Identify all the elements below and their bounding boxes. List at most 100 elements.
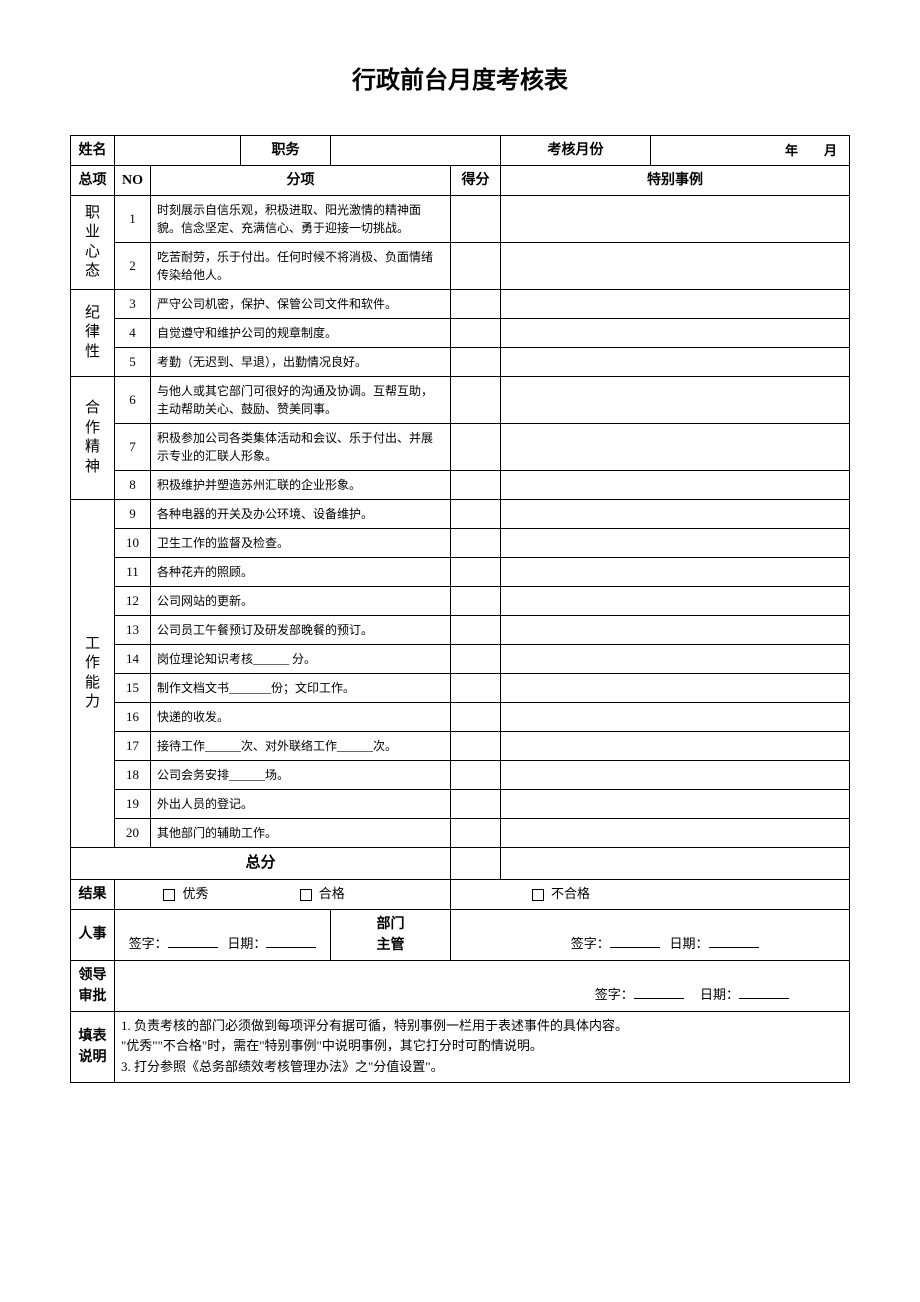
pass-text: 合格	[319, 886, 345, 901]
notes-line-2: "优秀""不合格"时，需在"特别事例"中说明事例，其它打分时可酌情说明。	[121, 1036, 843, 1057]
table-row: 纪律性 3 严守公司机密，保护、保管公司文件和软件。	[71, 290, 850, 319]
case-cell[interactable]	[501, 290, 850, 319]
score-cell[interactable]	[451, 645, 501, 674]
year-month-cell[interactable]: 年 月	[651, 136, 850, 166]
no-cell: 18	[115, 761, 151, 790]
total-case[interactable]	[501, 848, 850, 880]
case-cell[interactable]	[501, 319, 850, 348]
score-cell[interactable]	[451, 348, 501, 377]
leader-row: 领导审批 签字： 日期：	[71, 960, 850, 1011]
header-row-2: 总项 NO 分项 得分 特别事例	[71, 166, 850, 196]
hr-label: 人事	[71, 909, 115, 960]
desc-cell: 积极参加公司各类集体活动和会议、乐于付出、并展示专业的汇联人形象。	[151, 424, 451, 471]
total-label: 总分	[71, 848, 451, 880]
case-cell[interactable]	[501, 500, 850, 529]
table-row: 20 其他部门的辅助工作。	[71, 819, 850, 848]
checkbox-fail-icon[interactable]	[532, 889, 544, 901]
no-cell: 6	[115, 377, 151, 424]
no-cell: 13	[115, 616, 151, 645]
score-cell[interactable]	[451, 319, 501, 348]
case-cell[interactable]	[501, 348, 850, 377]
table-row: 7 积极参加公司各类集体活动和会议、乐于付出、并展示专业的汇联人形象。	[71, 424, 850, 471]
table-row: 19 外出人员的登记。	[71, 790, 850, 819]
score-cell[interactable]	[451, 674, 501, 703]
no-cell: 11	[115, 558, 151, 587]
table-row: 8 积极维护并塑造苏州汇联的企业形象。	[71, 471, 850, 500]
score-cell[interactable]	[451, 703, 501, 732]
desc-cell: 其他部门的辅助工作。	[151, 819, 451, 848]
section-label-0: 职业心态	[71, 196, 115, 290]
score-cell[interactable]	[451, 558, 501, 587]
result-row: 结果 优秀 合格 不合格	[71, 879, 850, 909]
case-cell[interactable]	[501, 587, 850, 616]
notes-content: 1. 负责考核的部门必须做到每项评分有据可循，特别事例一栏用于表述事件的具体内容…	[115, 1011, 850, 1082]
dept-sign-cell[interactable]: 签字： 日期：	[451, 909, 850, 960]
score-cell[interactable]	[451, 790, 501, 819]
score-cell[interactable]	[451, 243, 501, 290]
no-cell: 10	[115, 529, 151, 558]
score-cell[interactable]	[451, 471, 501, 500]
checkbox-excellent-icon[interactable]	[163, 889, 175, 901]
case-cell[interactable]	[501, 424, 850, 471]
no-cell: 15	[115, 674, 151, 703]
total-score[interactable]	[451, 848, 501, 880]
case-cell[interactable]	[501, 819, 850, 848]
case-cell[interactable]	[501, 732, 850, 761]
no-header: NO	[115, 166, 151, 196]
case-cell[interactable]	[501, 703, 850, 732]
score-cell[interactable]	[451, 616, 501, 645]
desc-cell: 卫生工作的监督及检查。	[151, 529, 451, 558]
desc-cell: 自觉遵守和维护公司的规章制度。	[151, 319, 451, 348]
case-cell[interactable]	[501, 471, 850, 500]
score-cell[interactable]	[451, 819, 501, 848]
name-value[interactable]	[115, 136, 241, 166]
sign-text: 签字：	[129, 936, 168, 951]
desc-cell: 外出人员的登记。	[151, 790, 451, 819]
case-cell[interactable]	[501, 761, 850, 790]
leader-sign-cell[interactable]: 签字： 日期：	[115, 960, 850, 1011]
section-label-3: 工作能力	[71, 500, 115, 848]
no-cell: 14	[115, 645, 151, 674]
leader-label: 领导审批	[71, 960, 115, 1011]
case-cell[interactable]	[501, 645, 850, 674]
hr-sign-cell[interactable]: 签字： 日期：	[115, 909, 331, 960]
score-cell[interactable]	[451, 529, 501, 558]
desc-cell: 岗位理论知识考核______ 分。	[151, 645, 451, 674]
result-right[interactable]: 不合格	[451, 879, 850, 909]
case-cell[interactable]	[501, 790, 850, 819]
score-cell[interactable]	[451, 732, 501, 761]
case-cell[interactable]	[501, 558, 850, 587]
case-cell[interactable]	[501, 529, 850, 558]
score-cell[interactable]	[451, 196, 501, 243]
case-cell[interactable]	[501, 377, 850, 424]
desc-cell: 各种电器的开关及办公环境、设备维护。	[151, 500, 451, 529]
score-cell[interactable]	[451, 290, 501, 319]
desc-cell: 积极维护并塑造苏州汇联的企业形象。	[151, 471, 451, 500]
no-cell: 7	[115, 424, 151, 471]
case-cell[interactable]	[501, 243, 850, 290]
position-value[interactable]	[331, 136, 501, 166]
case-header: 特别事例	[501, 166, 850, 196]
desc-cell: 制作文档文书_______份；文印工作。	[151, 674, 451, 703]
case-cell[interactable]	[501, 674, 850, 703]
checkbox-pass-icon[interactable]	[300, 889, 312, 901]
table-row: 11 各种花卉的照顾。	[71, 558, 850, 587]
result-left[interactable]: 优秀 合格	[115, 879, 451, 909]
no-cell: 20	[115, 819, 151, 848]
table-row: 18 公司会务安排______场。	[71, 761, 850, 790]
table-row: 合作精神 6 与他人或其它部门可很好的沟通及协调。互帮互助，主动帮助关心、鼓励、…	[71, 377, 850, 424]
desc-cell: 与他人或其它部门可很好的沟通及协调。互帮互助，主动帮助关心、鼓励、赞美同事。	[151, 377, 451, 424]
desc-cell: 快递的收发。	[151, 703, 451, 732]
score-cell[interactable]	[451, 424, 501, 471]
case-cell[interactable]	[501, 616, 850, 645]
position-label: 职务	[241, 136, 331, 166]
table-row: 工作能力 9 各种电器的开关及办公环境、设备维护。	[71, 500, 850, 529]
notes-line-1: 1. 负责考核的部门必须做到每项评分有据可循，特别事例一栏用于表述事件的具体内容…	[121, 1016, 843, 1037]
year-suffix: 年	[785, 143, 798, 158]
case-cell[interactable]	[501, 196, 850, 243]
score-cell[interactable]	[451, 587, 501, 616]
score-cell[interactable]	[451, 761, 501, 790]
score-cell[interactable]	[451, 500, 501, 529]
desc-cell: 各种花卉的照顾。	[151, 558, 451, 587]
score-cell[interactable]	[451, 377, 501, 424]
